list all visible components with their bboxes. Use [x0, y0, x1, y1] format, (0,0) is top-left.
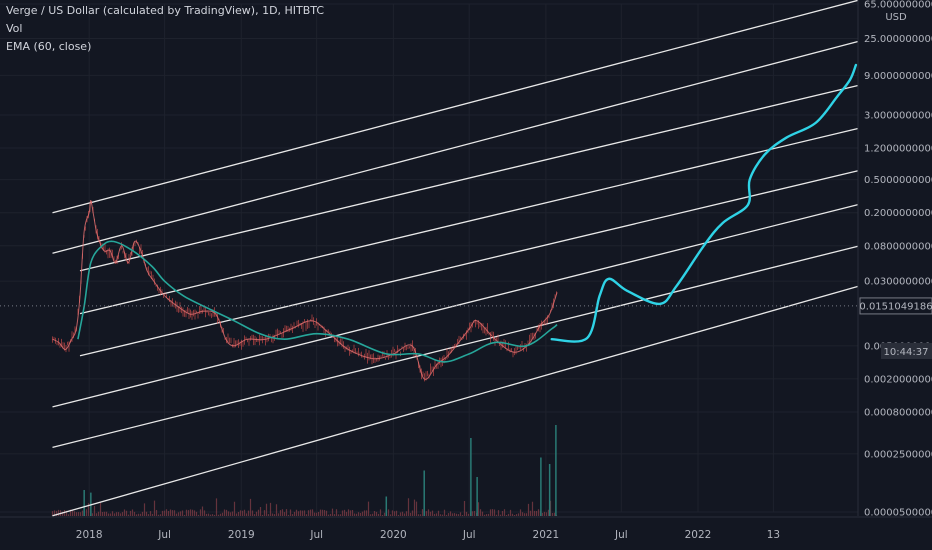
price-tick-label: 9.0000000000 — [864, 71, 932, 82]
time-tick-label: 2018 — [76, 529, 103, 541]
time-tick-label: 2021 — [533, 529, 560, 541]
ema-line — [77, 240, 558, 363]
projection-line — [550, 63, 858, 343]
channel-line — [79, 170, 859, 357]
time-tick-label: Jul — [309, 529, 323, 541]
bar-countdown-label: 10:44:37 — [884, 347, 929, 358]
time-tick-label: 2020 — [380, 529, 407, 541]
current-price-badge: 0.0151049186 10:44:37 — [859, 297, 932, 359]
channel-line — [52, 285, 859, 517]
volume-legend[interactable]: Vol — [6, 22, 23, 35]
price-tick-label: 0.0800000000 — [864, 241, 932, 252]
axis-unit-label: USD — [885, 12, 907, 23]
channel-line — [79, 84, 859, 272]
price-tick-label: 0.5000000000 — [864, 175, 932, 186]
price-line — [52, 200, 558, 380]
price-axis[interactable] — [858, 0, 932, 550]
price-tick-label: 0.0000500000 — [864, 508, 932, 519]
price-tick-label: 1.2000000000 — [864, 144, 932, 155]
time-axis-labels: 2018 Jul 2019 Jul 2020 Jul 2021 Jul 2022 13 — [76, 529, 780, 541]
price-tick-label: 0.2000000000 — [864, 208, 932, 219]
channel-line — [79, 127, 859, 315]
time-tick-label: Jul — [157, 529, 171, 541]
channel-line — [52, 204, 859, 408]
time-tick-label: Jul — [614, 529, 628, 541]
price-tick-label: 3.0000000000 — [864, 110, 932, 121]
ema-legend[interactable]: EMA (60, close) — [6, 40, 92, 53]
channel-line — [52, 0, 859, 214]
time-tick-label: 2022 — [685, 529, 712, 541]
channel-lines — [52, 0, 859, 517]
time-tick-label: Jul — [462, 529, 476, 541]
time-tick-label: 2019 — [228, 529, 255, 541]
channel-line — [52, 40, 859, 254]
price-tick-label: 0.0300000000 — [864, 277, 932, 288]
price-tick-label: 0.0008000000 — [864, 407, 932, 418]
price-tick-label: 25.0000000000 — [864, 34, 932, 45]
symbol-title[interactable]: Verge / US Dollar (calculated by Trading… — [6, 4, 325, 17]
price-tick-label: 65.0000000000 — [864, 0, 932, 11]
current-price-label: 0.0151049186 — [859, 301, 932, 312]
time-tick-label: 13 — [767, 529, 780, 541]
volume-baseline-bars — [51, 498, 558, 516]
volume-bars — [51, 425, 558, 516]
price-tick-label: 0.0020000000 — [864, 374, 932, 385]
price-tick-label: 0.0002500000 — [864, 449, 932, 460]
